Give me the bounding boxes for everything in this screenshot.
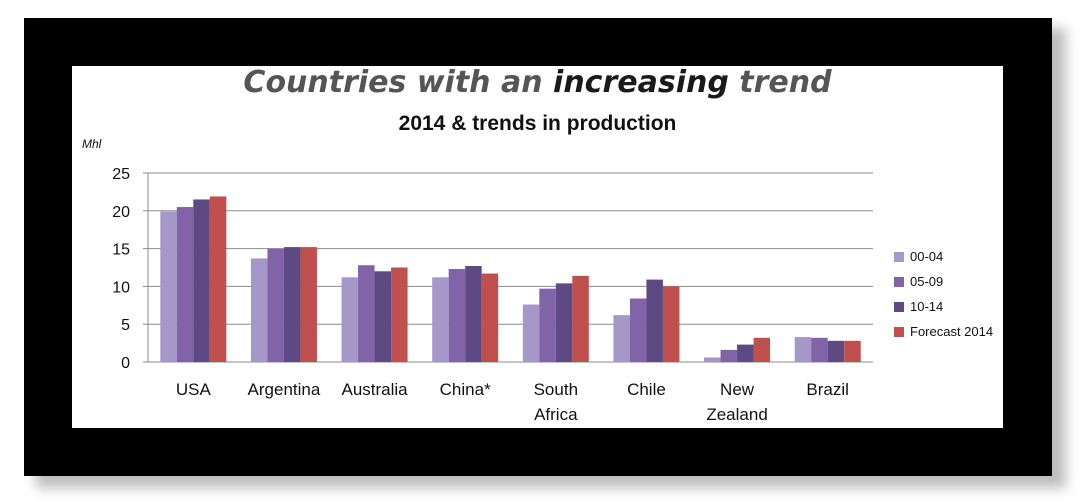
x-category-label: Argentina	[248, 380, 321, 399]
bar-10-14	[374, 271, 392, 362]
x-category-label: South	[534, 380, 578, 399]
x-category-label: Zealand	[706, 405, 767, 424]
x-category-label: China*	[440, 380, 491, 399]
bar-10-14	[465, 265, 482, 362]
bar-05-09	[448, 269, 466, 362]
x-category-label: Australia	[341, 380, 408, 399]
bar-05-09	[176, 207, 194, 362]
legend-label: 05-09	[910, 274, 944, 289]
y-axis-unit-label: Mhl	[82, 137, 102, 151]
bar-chart: Mhl 0 5 10 15 20 25 USA Argentina Australia China*…	[82, 137, 873, 424]
legend-item: 00-04	[894, 244, 1004, 269]
bar-forecast-2014	[391, 267, 408, 362]
y-tick-label: 0	[121, 355, 130, 372]
x-category-label: Africa	[534, 405, 578, 424]
x-category-label: USA	[176, 380, 212, 399]
bar-10-14	[827, 340, 845, 362]
slide-title-part2: trend	[728, 65, 832, 100]
bar-forecast-2014	[300, 247, 317, 362]
bar-10-14	[646, 279, 663, 362]
bar-forecast-2014	[662, 286, 680, 362]
legend-swatch	[894, 326, 904, 337]
bar-05-09	[720, 349, 738, 362]
slide-title-emphasis: increasing	[553, 65, 729, 100]
bar-10-14	[737, 344, 754, 362]
bar-05-09	[267, 248, 284, 362]
legend-item: 10-14	[894, 294, 1004, 319]
bar-forecast-2014	[209, 196, 227, 362]
bar-forecast-2014	[481, 273, 499, 362]
legend-label: Forecast 2014	[910, 324, 994, 339]
legend-item: Forecast 2014	[894, 319, 1004, 344]
legend-label: 00-04	[910, 249, 944, 264]
bar-00-04	[704, 357, 721, 362]
bar-forecast-2014	[844, 340, 861, 362]
chart-legend: 00-04 05-09 10-14 Forecast 2014	[894, 244, 1004, 344]
chart-panel: Countries with an increasing trend 2014 …	[72, 66, 1003, 428]
bar-05-09	[629, 298, 647, 362]
bar-00-04	[341, 277, 359, 362]
bar-10-14	[193, 199, 210, 362]
x-category-label: Chile	[627, 380, 666, 399]
slide-title: Countries with an increasing trend	[72, 66, 1003, 100]
slide-title-part1: Countries with an	[243, 65, 554, 100]
bar-05-09	[811, 337, 828, 362]
bar-00-04	[432, 277, 449, 362]
x-category-label: Brazil	[806, 380, 849, 399]
chart-title: 2014 & trends in production	[398, 112, 677, 135]
bar-00-04	[794, 337, 812, 362]
legend-label: 10-14	[910, 299, 944, 314]
y-tick-label: 20	[112, 204, 130, 221]
legend-swatch	[894, 301, 904, 312]
x-category-label: New	[720, 380, 755, 399]
bar-forecast-2014	[572, 275, 589, 362]
bar-00-04	[160, 211, 177, 362]
bar-00-04	[250, 258, 268, 362]
legend-swatch	[894, 276, 904, 287]
bar-10-14	[555, 283, 573, 362]
bar-00-04	[613, 315, 630, 362]
bar-05-09	[358, 265, 375, 362]
legend-swatch	[894, 251, 904, 262]
legend-item: 05-09	[894, 269, 1004, 294]
bar-05-09	[539, 288, 556, 362]
y-tick-label: 15	[112, 242, 130, 259]
y-tick-label: 10	[112, 279, 130, 296]
y-tick-label: 25	[112, 166, 130, 183]
bar-forecast-2014	[753, 337, 771, 362]
bar-10-14	[283, 247, 301, 362]
bar-00-04	[522, 304, 540, 362]
y-tick-label: 5	[121, 317, 130, 334]
